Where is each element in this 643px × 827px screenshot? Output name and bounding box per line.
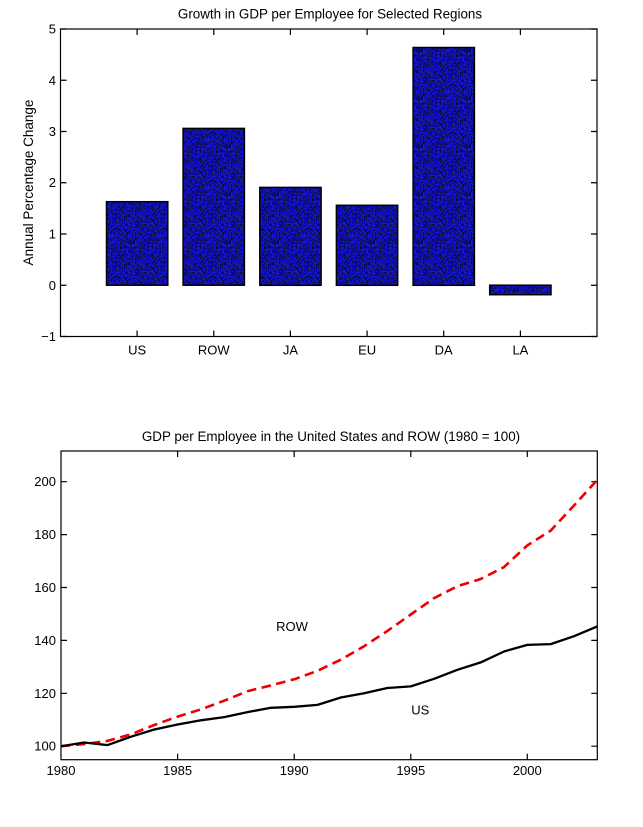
svg-text:JA: JA — [283, 343, 299, 358]
svg-text:120: 120 — [34, 686, 56, 701]
svg-text:5: 5 — [49, 22, 56, 37]
svg-text:EU: EU — [358, 343, 376, 358]
svg-text:US: US — [128, 343, 146, 358]
svg-text:US: US — [411, 703, 429, 718]
svg-text:1990: 1990 — [280, 763, 309, 778]
svg-text:ROW: ROW — [276, 619, 309, 634]
svg-text:100: 100 — [34, 739, 56, 754]
svg-text:140: 140 — [34, 633, 56, 648]
svg-text:160: 160 — [34, 580, 56, 595]
svg-text:DA: DA — [435, 343, 453, 358]
svg-text:2000: 2000 — [513, 763, 542, 778]
svg-text:200: 200 — [34, 474, 56, 489]
svg-text:LA: LA — [512, 343, 528, 358]
svg-text:−1: −1 — [41, 329, 56, 344]
svg-text:1985: 1985 — [163, 763, 192, 778]
svg-text:2: 2 — [49, 175, 56, 190]
svg-text:0: 0 — [49, 278, 56, 293]
svg-text:Growth in GDP per Employee for: Growth in GDP per Employee for Selected … — [178, 7, 482, 22]
svg-text:180: 180 — [34, 527, 56, 542]
svg-text:1: 1 — [49, 227, 56, 242]
svg-text:3: 3 — [49, 124, 56, 139]
svg-text:ROW: ROW — [198, 343, 231, 358]
svg-text:Annual Percentage Change: Annual Percentage Change — [21, 100, 36, 266]
svg-text:1995: 1995 — [396, 763, 425, 778]
svg-text:4: 4 — [49, 73, 56, 88]
svg-text:GDP per Employee in the United: GDP per Employee in the United States an… — [142, 429, 520, 444]
svg-text:1980: 1980 — [47, 763, 76, 778]
